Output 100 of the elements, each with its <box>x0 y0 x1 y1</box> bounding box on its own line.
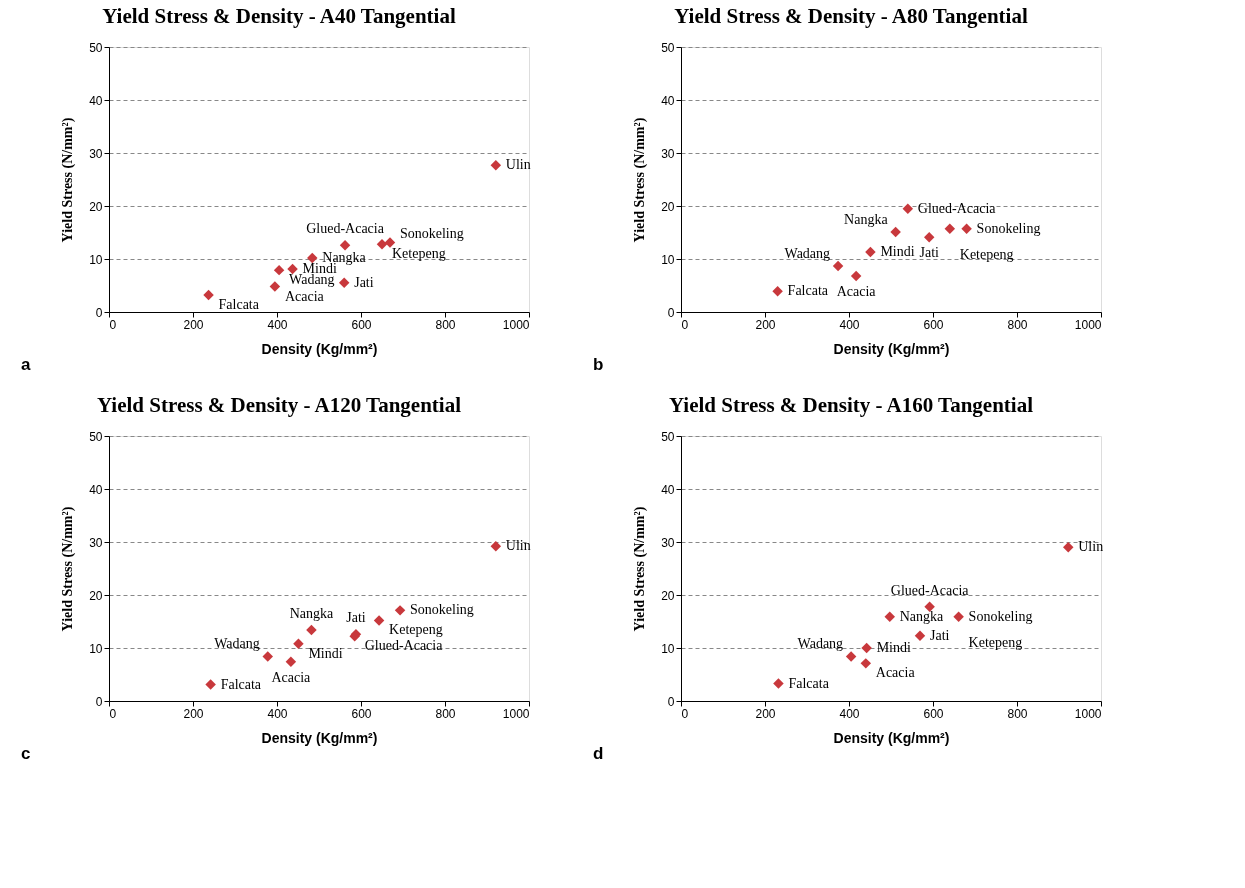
point <box>293 638 304 649</box>
chart-title: Yield Stress & Density - A120 Tangential <box>96 393 462 417</box>
annotation: Acacia <box>836 283 877 299</box>
point <box>953 611 964 622</box>
point <box>262 651 273 662</box>
point <box>861 642 872 654</box>
annotation: Jati <box>354 274 374 290</box>
annotation: Glued-Acacia <box>306 221 385 237</box>
annotation: Nangka <box>899 608 945 624</box>
annotation: Nangka <box>289 605 334 621</box>
chart-title: Yield Stress & Density - A80 Tangential <box>674 4 1028 28</box>
x-tick-label: 800 <box>435 706 456 721</box>
annotation: Glued-Acacia <box>364 638 444 654</box>
x-tick-label: 200 <box>755 317 776 332</box>
point <box>394 605 406 616</box>
point <box>205 679 216 690</box>
annotation: Mindi <box>880 244 915 260</box>
point <box>845 651 857 662</box>
annotation: Wadang <box>784 245 831 261</box>
x-tick-label: 600 <box>923 317 944 332</box>
x-tick-label: 0 <box>109 706 117 721</box>
point <box>850 270 862 282</box>
point <box>860 658 872 669</box>
point <box>773 678 784 689</box>
annotation: Acacia <box>284 288 325 304</box>
annotation: Glued-Acacia <box>917 200 997 216</box>
y-axis-title: Yield Stress (N/mm²) <box>632 117 649 243</box>
y-tick-label: 0 <box>95 694 103 709</box>
point <box>203 289 214 301</box>
x-tick-label: 200 <box>183 706 204 721</box>
text: c <box>21 744 31 763</box>
point <box>338 277 350 289</box>
x-tick-label: 200 <box>755 706 776 721</box>
point <box>285 656 297 668</box>
x-tick-label: 400 <box>267 317 288 332</box>
x-tick-label: 0 <box>681 706 689 721</box>
x-tick-label: 400 <box>839 317 860 332</box>
point <box>307 252 318 264</box>
point <box>490 541 502 552</box>
annotation: Ulin <box>505 538 531 554</box>
annotation: Falcata <box>218 297 260 313</box>
y-tick-label: 50 <box>89 40 103 55</box>
annotation: Jati <box>929 627 950 643</box>
x-tick-label: 1000 <box>502 317 530 332</box>
x-tick-label: 600 <box>351 317 372 332</box>
y-tick-label: 40 <box>661 482 675 497</box>
point <box>902 203 914 214</box>
y-tick-label: 0 <box>95 305 103 320</box>
y-tick-label: 30 <box>89 146 103 161</box>
annotation: Ulin <box>505 157 531 173</box>
point <box>1063 542 1074 553</box>
point <box>376 238 388 250</box>
annotation: Mindi <box>308 645 343 661</box>
annotation: Ketepeng <box>389 622 443 638</box>
y-tick-label: 50 <box>89 429 103 444</box>
point <box>287 263 298 275</box>
x-tick-label: 1000 <box>1074 706 1102 721</box>
annotation: Mindi <box>876 640 911 655</box>
annotation: Jati <box>919 245 940 261</box>
annotation: Ketepeng <box>959 246 1014 262</box>
annotation: Wadang <box>214 636 260 652</box>
annotation: Sonokeling <box>399 225 464 241</box>
annotation: Falcata <box>787 283 829 299</box>
y-tick-label: 20 <box>89 588 103 603</box>
point <box>961 223 972 235</box>
x-axis-title: Density (Kg/mm²) <box>833 340 950 357</box>
annotation: Nangka <box>322 249 367 265</box>
y-tick-label: 50 <box>661 40 675 55</box>
y-tick-label: 20 <box>89 199 103 214</box>
x-tick-label: 0 <box>681 317 689 332</box>
y-tick-label: 40 <box>661 93 675 108</box>
x-tick-label: 800 <box>1007 317 1028 332</box>
point <box>273 264 285 276</box>
annotation: Ketepeng <box>392 246 446 262</box>
x-tick-label: 1000 <box>1074 317 1102 332</box>
point <box>923 232 935 243</box>
annotation: Acacia <box>875 665 916 681</box>
annotation: Acacia <box>271 669 312 685</box>
annotation: Nangka <box>844 211 889 227</box>
y-tick-label: 20 <box>661 588 675 603</box>
y-tick-label: 40 <box>89 93 103 108</box>
x-tick-label: 600 <box>923 706 944 721</box>
y-axis-title: Yield Stress (N/mm²) <box>632 506 649 632</box>
annotation: Sonokeling <box>410 602 474 618</box>
y-tick-label: 10 <box>89 252 103 267</box>
annotation: Sonokeling <box>976 220 1041 236</box>
annotation: Jati <box>346 610 366 626</box>
annotation: Falcata <box>220 676 262 692</box>
annotation: Wadang <box>289 272 335 288</box>
y-tick-label: 0 <box>667 305 675 320</box>
y-axis-title: Yield Stress (N/mm²) <box>60 506 77 632</box>
x-tick-label: 600 <box>351 706 372 721</box>
annotation: Wadang <box>797 636 844 652</box>
y-tick-label: 40 <box>89 482 103 497</box>
point <box>890 226 901 238</box>
y-tick-label: 10 <box>661 252 675 267</box>
x-axis-title: Density (Kg/mm²) <box>261 729 378 746</box>
point <box>490 159 502 171</box>
point <box>772 286 783 297</box>
y-tick-label: 20 <box>661 199 675 214</box>
